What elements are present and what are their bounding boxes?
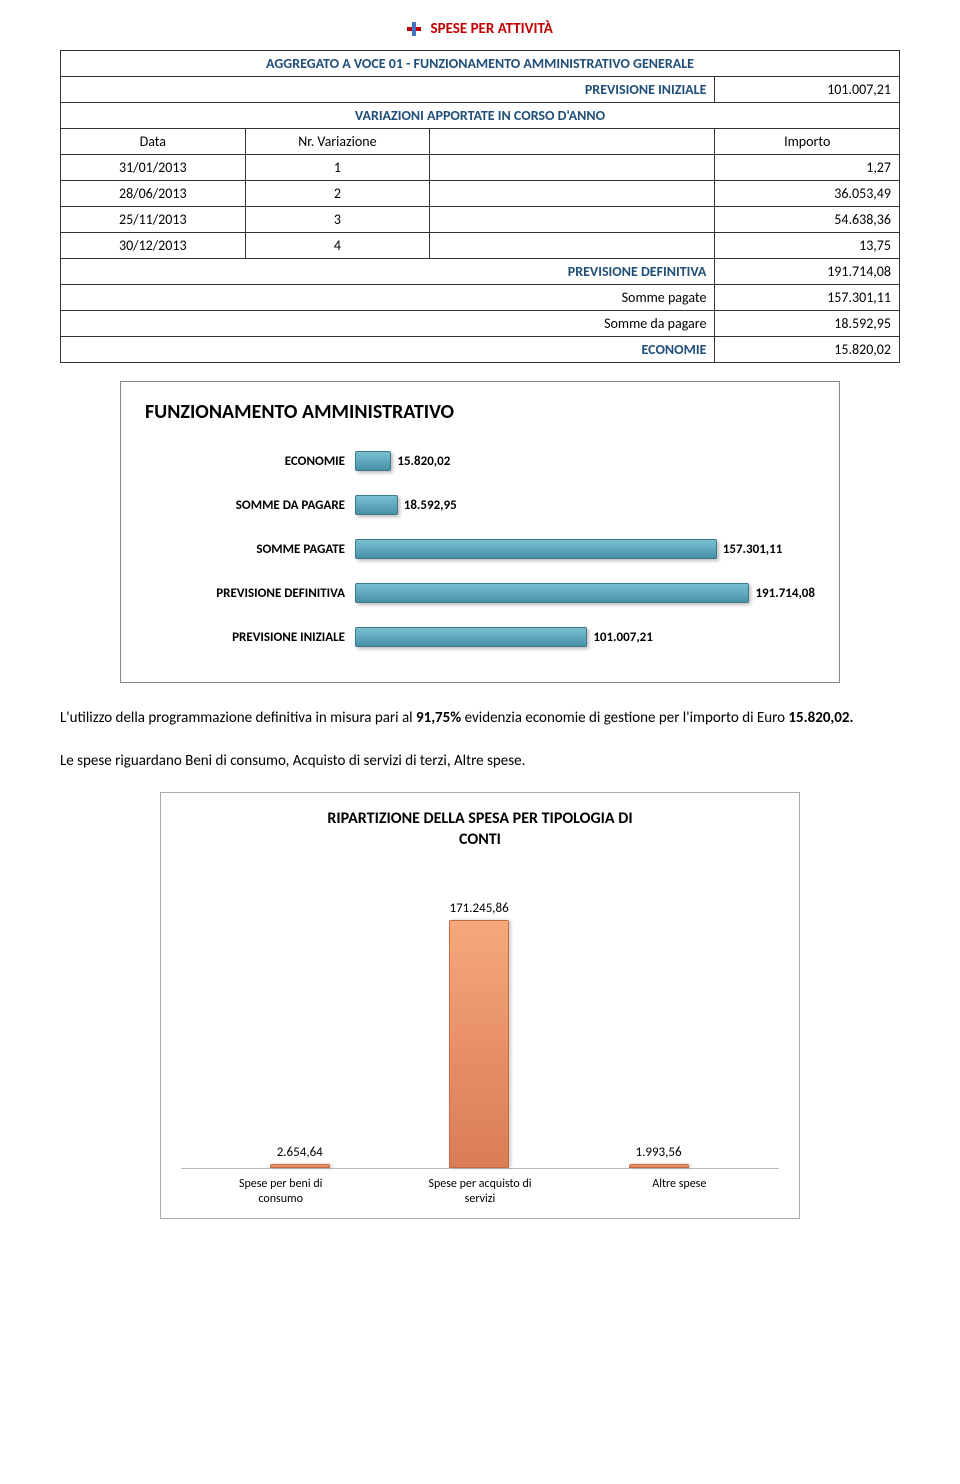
cell-importo: 13,75 [715, 233, 900, 259]
hbar-value: 15.820,02 [397, 454, 450, 469]
somme-da-pagare-value: 18.592,95 [715, 311, 900, 337]
cell-data: 30/12/2013 [61, 233, 246, 259]
table-header-row: AGGREGATO A VOCE 01 - FUNZIONAMENTO AMMI… [61, 51, 900, 77]
cell-importo: 54.638,36 [715, 207, 900, 233]
hbar-value: 157.301,11 [723, 542, 783, 557]
col-blank [430, 129, 715, 155]
variazioni-header-row: VARIAZIONI APPORTATE IN CORSO D'ANNO [61, 103, 900, 129]
hbar-bar [355, 627, 587, 647]
chart1-title: FUNZIONAMENTO AMMINISTRATIVO [145, 400, 815, 424]
previsione-iniziale-row: PREVISIONE INIZIALE 101.007,21 [61, 77, 900, 103]
economie-label: ECONOMIE [61, 337, 715, 363]
cell-nr: 2 [245, 181, 430, 207]
hbar-track: 157.301,11 [355, 536, 815, 562]
cell-data: 28/06/2013 [61, 181, 246, 207]
cell-nr: 3 [245, 207, 430, 233]
economie-value: 15.820,02 [715, 337, 900, 363]
paragraph-2: Le spese riguardano Beni di consumo, Acq… [60, 750, 900, 773]
table-row: 28/06/20132 36.053,49 [61, 181, 900, 207]
hbar-track: 101.007,21 [355, 624, 815, 650]
column-shape [270, 1164, 330, 1168]
hbar-row: SOMME DA PAGARE 18.592,95 [145, 492, 815, 518]
somme-pagate-row: Somme pagate 157.301,11 [61, 285, 900, 311]
hbar-row: PREVISIONE DEFINITIVA 191.714,08 [145, 580, 815, 606]
col-data: Data [61, 129, 246, 155]
cell-data: 31/01/2013 [61, 155, 246, 181]
chart2-plot: 2.654,64 171.245,86 1.993,56 [181, 869, 779, 1169]
hbar-row: SOMME PAGATE 157.301,11 [145, 536, 815, 562]
hbar-value: 191.714,08 [755, 586, 815, 601]
column-label: Spese per acquisto diservizi [381, 1177, 578, 1208]
hbar-row: ECONOMIE 15.820,02 [145, 448, 815, 474]
table-row: 25/11/20133 54.638,36 [61, 207, 900, 233]
chart2-labels: Spese per beni diconsumoSpese per acquis… [181, 1177, 779, 1208]
table-row: 30/12/20134 13,75 [61, 233, 900, 259]
hbar-label: PREVISIONE DEFINITIVA [145, 586, 355, 601]
column-bar: 2.654,64 [265, 1145, 335, 1168]
col-header-row: Data Nr. Variazione Importo [61, 129, 900, 155]
variazioni-header: VARIAZIONI APPORTATE IN CORSO D'ANNO [61, 103, 900, 129]
chart2-title: RIPARTIZIONE DELLA SPESA PER TIPOLOGIA D… [181, 809, 779, 851]
economie-row: ECONOMIE 15.820,02 [61, 337, 900, 363]
hbar-bar [355, 495, 398, 515]
cell-blank [430, 155, 715, 181]
cell-importo: 1,27 [715, 155, 900, 181]
section-title: SPESE PER ATTIVITÀ [60, 20, 900, 38]
column-value: 2.654,64 [277, 1145, 323, 1160]
data-table: AGGREGATO A VOCE 01 - FUNZIONAMENTO AMMI… [60, 50, 900, 363]
funzionamento-chart: FUNZIONAMENTO AMMINISTRATIVO ECONOMIE 15.… [120, 381, 840, 683]
previsione-iniziale-value: 101.007,21 [715, 77, 900, 103]
column-value: 171.245,86 [449, 901, 508, 916]
previsione-iniziale-label: PREVISIONE INIZIALE [61, 77, 715, 103]
ripartizione-chart: RIPARTIZIONE DELLA SPESA PER TIPOLOGIA D… [160, 792, 800, 1219]
somme-da-pagare-row: Somme da pagare 18.592,95 [61, 311, 900, 337]
hbar-label: SOMME DA PAGARE [145, 498, 355, 513]
paragraph-1: L'utilizzo della programmazione definiti… [60, 707, 900, 730]
hbar-label: SOMME PAGATE [145, 542, 355, 557]
column-bar: 171.245,86 [444, 901, 514, 1167]
column-shape [449, 920, 509, 1167]
column-label: Altre spese [581, 1177, 778, 1208]
previsione-definitiva-label: PREVISIONE DEFINITIVA [61, 259, 715, 285]
column-shape [629, 1164, 689, 1168]
cell-blank [430, 233, 715, 259]
col-nr: Nr. Variazione [245, 129, 430, 155]
table-row: 31/01/20131 1,27 [61, 155, 900, 181]
column-label: Spese per beni diconsumo [182, 1177, 379, 1208]
col-importo: Importo [715, 129, 900, 155]
somme-da-pagare-label: Somme da pagare [61, 311, 715, 337]
hbar-track: 15.820,02 [355, 448, 815, 474]
hbar-bar [355, 539, 717, 559]
hbar-track: 191.714,08 [355, 580, 815, 606]
hbar-value: 18.592,95 [404, 498, 457, 513]
cell-data: 25/11/2013 [61, 207, 246, 233]
previsione-definitiva-value: 191.714,08 [715, 259, 900, 285]
hbar-value: 101.007,21 [593, 630, 653, 645]
previsione-definitiva-row: PREVISIONE DEFINITIVA 191.714,08 [61, 259, 900, 285]
hbar-bar [355, 583, 749, 603]
hbar-track: 18.592,95 [355, 492, 815, 518]
cell-blank [430, 181, 715, 207]
section-title-text: SPESE PER ATTIVITÀ [431, 20, 553, 38]
cell-blank [430, 207, 715, 233]
column-bar: 1.993,56 [624, 1145, 694, 1168]
hbar-label: ECONOMIE [145, 454, 355, 469]
hbar-label: PREVISIONE INIZIALE [145, 630, 355, 645]
hbar-bar [355, 451, 391, 471]
somme-pagate-value: 157.301,11 [715, 285, 900, 311]
bullet-icon [407, 22, 421, 36]
somme-pagate-label: Somme pagate [61, 285, 715, 311]
cell-nr: 1 [245, 155, 430, 181]
column-value: 1.993,56 [635, 1145, 681, 1160]
cell-nr: 4 [245, 233, 430, 259]
hbar-row: PREVISIONE INIZIALE 101.007,21 [145, 624, 815, 650]
table-title: AGGREGATO A VOCE 01 - FUNZIONAMENTO AMMI… [61, 51, 900, 77]
cell-importo: 36.053,49 [715, 181, 900, 207]
